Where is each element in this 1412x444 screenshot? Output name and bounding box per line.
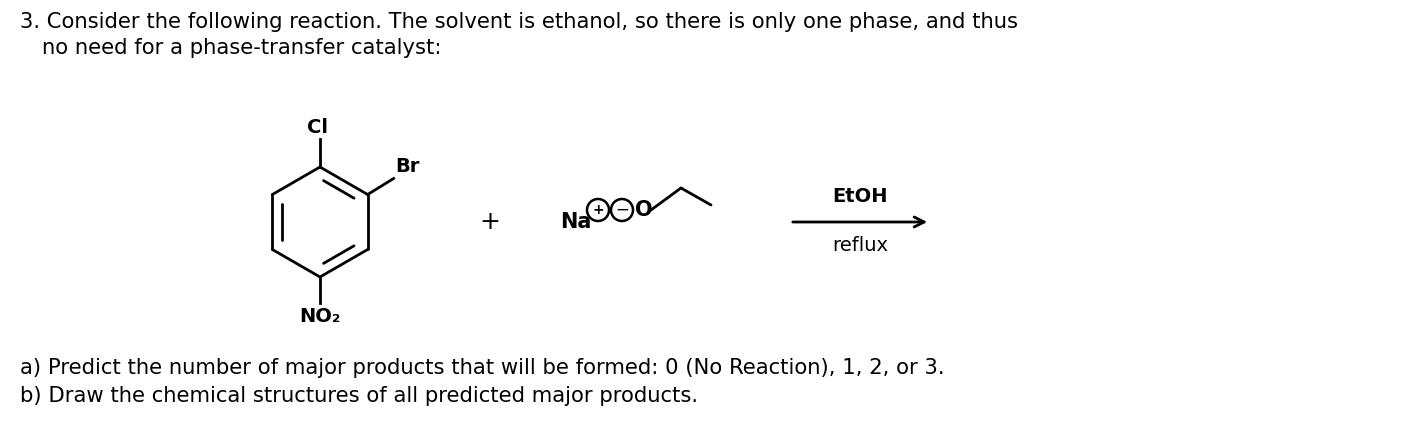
- Text: Cl: Cl: [308, 118, 329, 137]
- Text: NO₂: NO₂: [299, 307, 340, 326]
- Text: −: −: [616, 201, 628, 219]
- Text: EtOH: EtOH: [832, 187, 888, 206]
- Text: Na: Na: [561, 212, 592, 232]
- Text: no need for a phase-transfer catalyst:: no need for a phase-transfer catalyst:: [42, 38, 442, 58]
- Text: +: +: [592, 203, 604, 217]
- Text: O: O: [635, 200, 652, 220]
- Text: +: +: [480, 210, 500, 234]
- Text: a) Predict the number of major products that will be formed: 0 (No Reaction), 1,: a) Predict the number of major products …: [20, 358, 945, 378]
- Text: Br: Br: [395, 158, 419, 177]
- Text: 3. Consider the following reaction. The solvent is ethanol, so there is only one: 3. Consider the following reaction. The …: [20, 12, 1018, 32]
- Text: b) Draw the chemical structures of all predicted major products.: b) Draw the chemical structures of all p…: [20, 386, 698, 406]
- Text: reflux: reflux: [832, 236, 888, 255]
